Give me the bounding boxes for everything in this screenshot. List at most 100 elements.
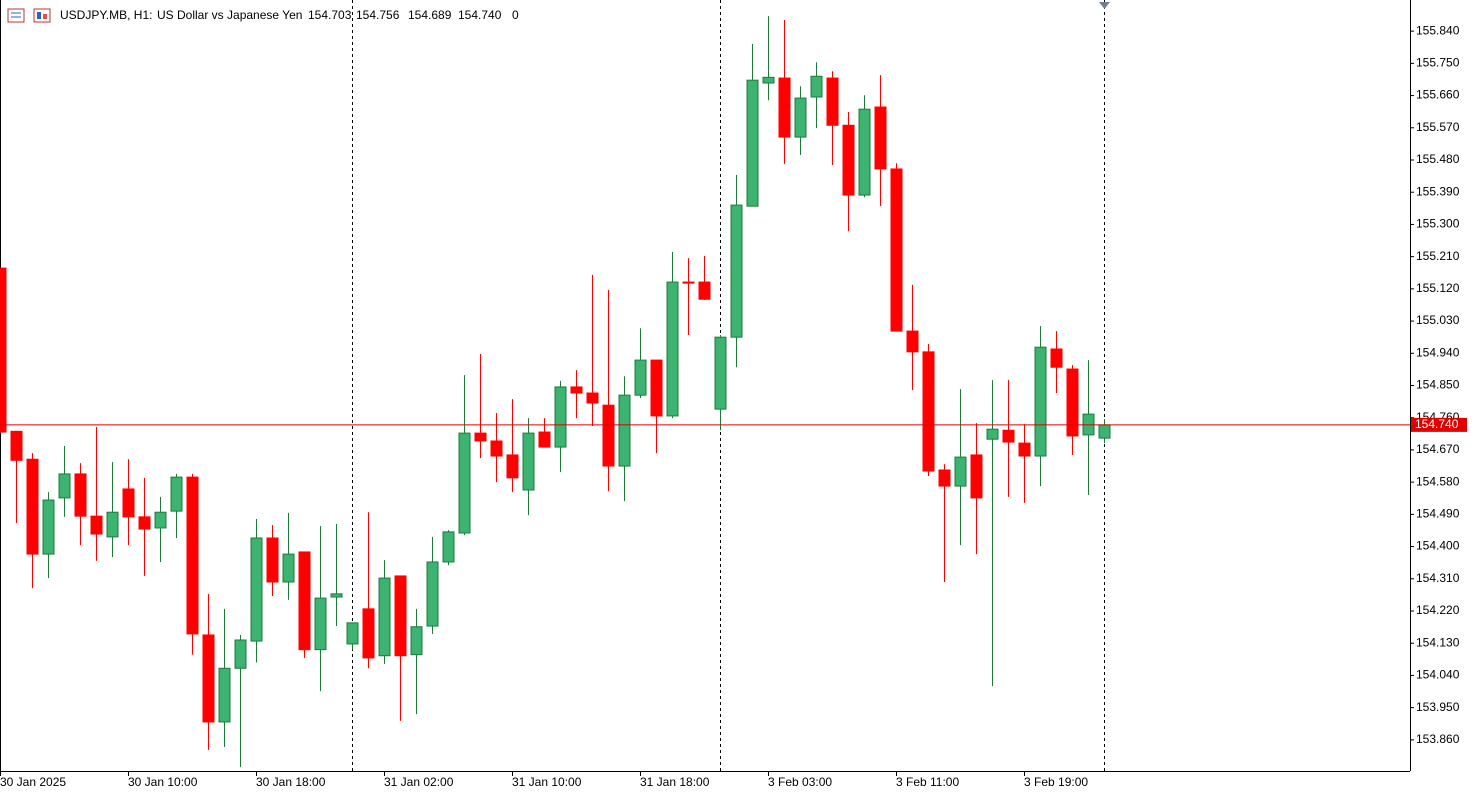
candle-body <box>586 392 599 404</box>
y-tick-label: 153.860 <box>1416 732 1460 746</box>
candle-body <box>218 667 231 723</box>
candle-body <box>826 77 839 126</box>
y-tick-label: 155.030 <box>1416 313 1460 327</box>
y-tick-label: 155.300 <box>1416 217 1460 231</box>
x-tick-label: 3 Feb 03:00 <box>768 775 832 789</box>
candle-body <box>970 454 983 499</box>
y-tick-label: 153.950 <box>1416 700 1460 714</box>
candle-body <box>330 593 343 598</box>
candle-body <box>778 77 791 138</box>
candle-body <box>42 499 55 555</box>
candle-body <box>266 537 279 583</box>
price-tag <box>1411 417 1467 432</box>
candle-body <box>410 626 423 656</box>
x-tick-label: 3 Feb 11:00 <box>896 775 959 789</box>
candle-body <box>106 511 119 538</box>
candle-body <box>1018 442 1031 457</box>
header-icons <box>7 8 51 23</box>
candle-body <box>954 456 967 487</box>
quote-open: 154.703 <box>308 8 352 22</box>
y-tick-label: 154.940 <box>1416 345 1460 359</box>
candle-body <box>602 404 615 467</box>
x-tick-label: 30 Jan 10:00 <box>128 775 198 789</box>
candle-body <box>378 577 391 657</box>
symbol: USDJPY.MB, H1: <box>60 8 152 22</box>
x-tick-label: 31 Jan 18:00 <box>640 775 710 789</box>
candle-body <box>458 432 471 534</box>
candle-body <box>250 537 263 642</box>
candle-body <box>938 469 951 487</box>
candle-body <box>314 597 327 651</box>
y-tick-label: 154.310 <box>1416 571 1460 585</box>
candle-body <box>1098 424 1111 439</box>
candle-body <box>346 622 359 645</box>
candle-body <box>890 168 903 332</box>
y-tick-label: 154.850 <box>1416 378 1460 392</box>
y-tick-label: 155.750 <box>1416 56 1460 70</box>
y-tick-label: 155.120 <box>1416 281 1460 295</box>
candle-body <box>282 553 295 583</box>
candle-body <box>922 351 935 472</box>
y-tick-label: 155.840 <box>1416 23 1460 37</box>
candle-body <box>90 515 103 535</box>
price-tag-label: 154.740 <box>1415 417 1459 431</box>
candle-body <box>746 79 759 207</box>
quote-low: 154.689 <box>408 8 452 22</box>
y-tick-label: 154.670 <box>1416 442 1460 456</box>
candle-body <box>858 108 871 196</box>
icon <box>7 8 25 23</box>
x-tick-label: 30 Jan 18:00 <box>256 775 326 789</box>
candle-body <box>794 97 807 138</box>
description: US Dollar vs Japanese Yen <box>157 8 302 22</box>
candle-body <box>634 359 647 396</box>
y-tick-label: 154.130 <box>1416 635 1460 649</box>
candle-body <box>490 440 503 457</box>
y-tick-label: 155.570 <box>1416 120 1460 134</box>
candle-body <box>1002 429 1015 443</box>
x-tick-label: 3 Feb 19:00 <box>1024 775 1088 789</box>
candle-body <box>154 511 167 529</box>
candle-body <box>666 281 679 417</box>
candle-body <box>1066 368 1079 437</box>
volume: 0 <box>512 8 519 22</box>
y-tick-label: 154.400 <box>1416 539 1460 553</box>
candle-body <box>138 516 151 530</box>
candle-body <box>362 608 375 659</box>
candle-body <box>570 386 583 394</box>
candle-body <box>618 394 631 467</box>
y-tick-label: 154.040 <box>1416 668 1460 682</box>
candle-body <box>986 428 999 440</box>
candle-body <box>762 76 775 84</box>
candle-body <box>426 561 439 627</box>
icon <box>33 8 51 23</box>
candle-body <box>842 124 855 196</box>
candle-body <box>906 330 919 353</box>
candle-body <box>714 336 727 410</box>
x-tick-label: 31 Jan 10:00 <box>512 775 582 789</box>
candle-body <box>730 204 743 338</box>
x-tick-label: 30 Jan 2025 <box>0 775 66 789</box>
candle-body <box>186 476 199 635</box>
candle-body <box>202 634 215 723</box>
shift-marker <box>1099 2 1110 9</box>
y-tick-label: 154.220 <box>1416 603 1460 617</box>
icon <box>37 12 41 19</box>
candle-body <box>554 386 567 448</box>
candle-body <box>442 531 455 563</box>
candle-body <box>26 458 39 555</box>
candle-body <box>1034 346 1047 457</box>
candle-body <box>122 488 135 518</box>
candle-body <box>234 639 247 669</box>
candle-body <box>506 454 519 479</box>
candle-body <box>650 359 663 417</box>
candle-body <box>522 432 535 491</box>
x-tick-label: 31 Jan 02:00 <box>384 775 454 789</box>
candle-body <box>74 473 87 517</box>
candle-body <box>538 431 551 448</box>
candle-body <box>474 432 487 442</box>
candle-body <box>810 75 823 98</box>
candle-body <box>298 551 311 651</box>
candle-body <box>0 267 7 433</box>
